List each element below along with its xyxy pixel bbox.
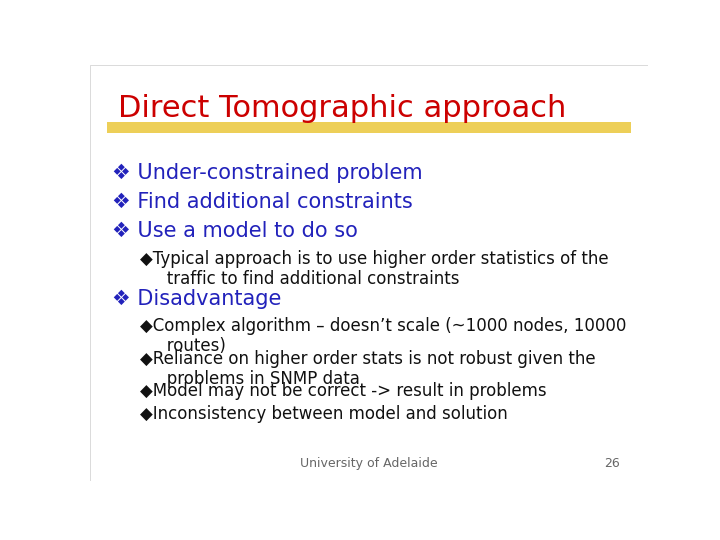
Text: ◆Inconsistency between model and solution: ◆Inconsistency between model and solutio…: [140, 405, 508, 423]
Text: ◆Reliance on higher order stats is not robust given the: ◆Reliance on higher order stats is not r…: [140, 349, 596, 368]
Text: 26: 26: [604, 457, 620, 470]
Text: problems in SNMP data: problems in SNMP data: [151, 369, 360, 388]
Text: Direct Tomographic approach: Direct Tomographic approach: [118, 94, 566, 123]
Text: traffic to find additional constraints: traffic to find additional constraints: [151, 270, 460, 288]
Text: ❖ Disadvantage: ❖ Disadvantage: [112, 289, 282, 309]
Text: ❖ Under-constrained problem: ❖ Under-constrained problem: [112, 163, 423, 183]
Text: ◆Complex algorithm – doesn’t scale (~1000 nodes, 10000: ◆Complex algorithm – doesn’t scale (~100…: [140, 317, 626, 335]
Text: routes): routes): [151, 337, 226, 355]
Text: University of Adelaide: University of Adelaide: [300, 457, 438, 470]
Text: ◆Typical approach is to use higher order statistics of the: ◆Typical approach is to use higher order…: [140, 250, 609, 268]
FancyBboxPatch shape: [107, 122, 631, 133]
Text: ◆Model may not be correct -> result in problems: ◆Model may not be correct -> result in p…: [140, 382, 547, 400]
Text: ❖ Find additional constraints: ❖ Find additional constraints: [112, 192, 413, 212]
Text: ❖ Use a model to do so: ❖ Use a model to do so: [112, 221, 358, 241]
